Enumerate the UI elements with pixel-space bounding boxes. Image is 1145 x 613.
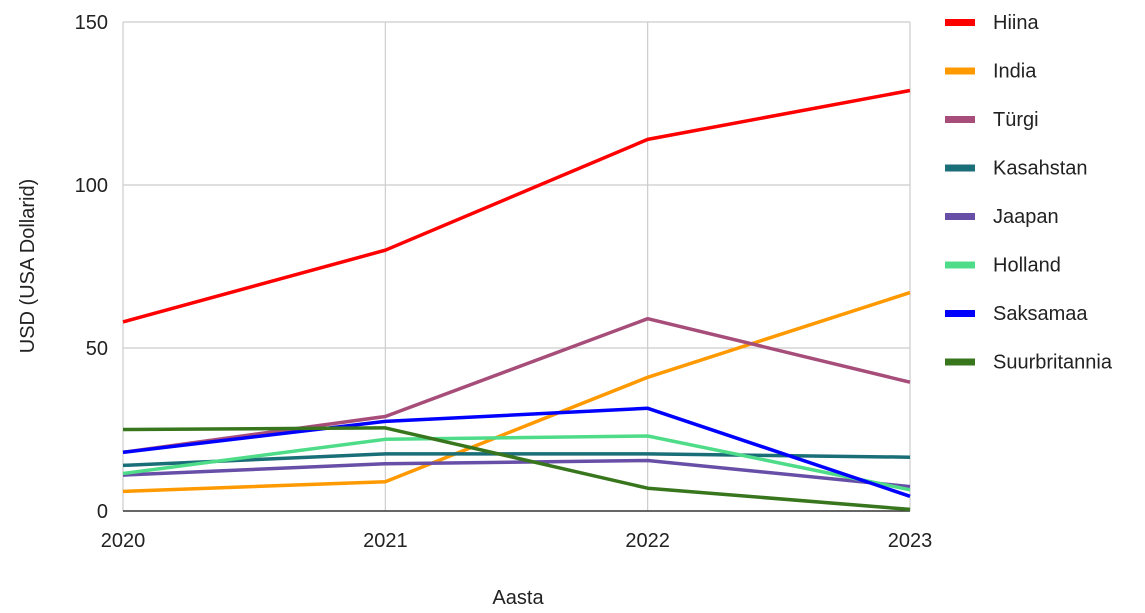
x-tick-label: 2020 bbox=[101, 530, 146, 552]
series-line-india bbox=[122, 290, 911, 494]
grid bbox=[122, 21, 911, 511]
y-tick-label: 100 bbox=[75, 175, 108, 197]
legend-swatch bbox=[945, 19, 975, 26]
legend-label: Türgi bbox=[993, 109, 1039, 131]
series-line-jaapan bbox=[122, 458, 911, 489]
series-line-saksamaa bbox=[122, 406, 911, 498]
legend-swatch bbox=[945, 116, 975, 123]
series-line-hiina bbox=[122, 88, 911, 324]
legend-item: India bbox=[945, 61, 1037, 83]
y-tick-label: 0 bbox=[97, 501, 108, 523]
legend-item: Türgi bbox=[945, 109, 1039, 131]
legend-item: Hiina bbox=[945, 12, 1039, 34]
series-line-kasahstan bbox=[122, 452, 911, 468]
series-line-suurbritannia bbox=[122, 426, 911, 512]
y-axis-title: USD (USA Dollarid) bbox=[17, 179, 39, 353]
legend-item: Suurbritannia bbox=[945, 352, 1113, 374]
x-tick-label: 2021 bbox=[363, 530, 408, 552]
legend-swatch bbox=[945, 164, 975, 172]
legend-label: Jaapan bbox=[993, 206, 1059, 228]
legend-item: Saksamaa bbox=[945, 303, 1088, 325]
legend-label: Holland bbox=[993, 255, 1061, 277]
legend-label: Saksamaa bbox=[993, 303, 1088, 325]
x-tick-label: 2022 bbox=[625, 530, 670, 552]
legend-swatch bbox=[945, 358, 975, 366]
series-lines bbox=[122, 88, 911, 512]
legend-label: India bbox=[993, 61, 1037, 83]
tick-labels: 0 50 100 150 2020 2021 2022 2023 bbox=[75, 12, 933, 552]
legend-swatch bbox=[945, 213, 975, 220]
legend-item: Jaapan bbox=[945, 206, 1059, 228]
legend-swatch bbox=[945, 67, 975, 75]
legend: Hiina India Türgi Kasahstan Jaapan Holland Sak… bbox=[945, 12, 1113, 374]
legend-label: Hiina bbox=[993, 12, 1039, 34]
legend-label: Suurbritannia bbox=[993, 352, 1113, 374]
legend-item: Holland bbox=[945, 255, 1061, 277]
legend-swatch bbox=[945, 261, 975, 269]
series-line-t-rgi bbox=[122, 316, 911, 455]
legend-swatch bbox=[945, 310, 975, 317]
legend-item: Kasahstan bbox=[945, 158, 1088, 180]
x-axis-title: Aasta bbox=[492, 587, 544, 609]
y-tick-label: 50 bbox=[86, 338, 108, 360]
y-tick-label: 150 bbox=[75, 12, 108, 34]
x-tick-label: 2023 bbox=[888, 530, 933, 552]
series-line-holland bbox=[122, 434, 911, 492]
legend-label: Kasahstan bbox=[993, 158, 1088, 180]
